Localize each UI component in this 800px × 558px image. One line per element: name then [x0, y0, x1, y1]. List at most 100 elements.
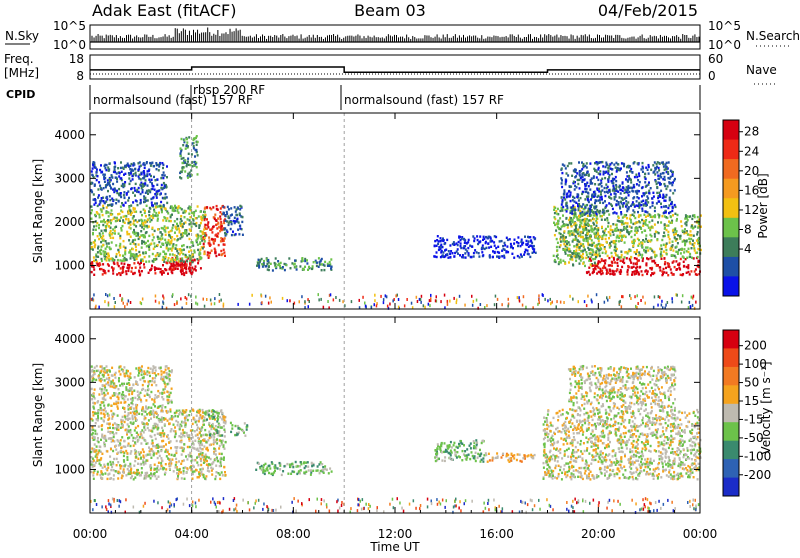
- speckle-cell: [538, 298, 540, 301]
- data-cell: [169, 418, 171, 420]
- data-cell: [109, 162, 111, 164]
- cpid-seg-1: rbsp 200 RF: [193, 83, 265, 97]
- data-cell: [170, 230, 172, 232]
- data-cell: [121, 262, 123, 264]
- data-cell: [585, 224, 587, 226]
- data-cell: [111, 209, 113, 211]
- data-cell: [616, 224, 618, 226]
- speckle-cell: [424, 306, 426, 309]
- data-cell: [581, 256, 583, 258]
- data-cell: [143, 172, 145, 174]
- data-cell: [130, 469, 132, 471]
- data-cell: [636, 262, 638, 264]
- data-cell: [585, 183, 587, 185]
- data-cell: [99, 169, 101, 171]
- data-cell: [154, 434, 156, 436]
- data-cell: [102, 244, 104, 246]
- data-cell: [128, 197, 130, 199]
- data-cell: [126, 259, 128, 261]
- data-cell: [519, 256, 521, 258]
- data-cell: [195, 225, 197, 227]
- data-cell: [153, 196, 155, 198]
- data-cell: [181, 477, 183, 479]
- data-cell: [198, 227, 200, 229]
- data-cell: [563, 193, 565, 195]
- data-cell: [627, 201, 629, 203]
- data-cell: [658, 214, 660, 216]
- data-cell: [266, 265, 268, 267]
- data-cell: [463, 238, 465, 240]
- speckle-cell: [195, 296, 197, 299]
- data-cell: [613, 163, 615, 165]
- data-cell: [154, 245, 156, 247]
- data-cell: [598, 190, 600, 192]
- data-cell: [656, 171, 658, 173]
- speckle-cell: [342, 300, 344, 303]
- speckle-cell: [429, 299, 431, 302]
- data-cell: [181, 453, 183, 455]
- data-cell: [599, 199, 601, 201]
- data-cell: [628, 250, 630, 252]
- speckle-cell: [667, 301, 669, 304]
- data-cell: [587, 215, 589, 217]
- data-cell: [594, 227, 596, 229]
- data-cell: [566, 243, 568, 245]
- data-cell: [561, 186, 563, 188]
- data-cell: [663, 244, 665, 246]
- data-cell: [479, 235, 481, 237]
- data-cell: [158, 419, 160, 421]
- data-cell: [108, 255, 110, 257]
- speckle-cell: [124, 305, 126, 308]
- data-cell: [164, 268, 166, 270]
- data-cell: [219, 230, 221, 232]
- data-cell: [186, 472, 188, 474]
- data-cell: [112, 228, 114, 230]
- data-cell: [554, 234, 556, 236]
- data-cell: [102, 273, 104, 275]
- data-cell: [96, 171, 98, 173]
- data-cell: [171, 214, 173, 216]
- data-cell: [668, 236, 670, 238]
- data-cell: [591, 244, 593, 246]
- data-cell: [621, 239, 623, 241]
- data-cell: [186, 246, 188, 248]
- data-cell: [142, 459, 144, 461]
- data-cell: [638, 203, 640, 205]
- data-cell: [90, 471, 92, 473]
- data-cell: [482, 244, 484, 246]
- data-cell: [235, 220, 237, 222]
- data-cell: [518, 242, 520, 244]
- data-cell: [569, 185, 571, 187]
- data-cell: [488, 246, 490, 248]
- data-cell: [279, 267, 281, 269]
- data-cell: [440, 246, 442, 248]
- data-cell: [578, 249, 580, 251]
- data-cell: [137, 204, 139, 206]
- data-cell: [119, 237, 121, 239]
- data-cell: [627, 222, 629, 224]
- data-cell: [615, 240, 617, 242]
- data-cell: [257, 262, 259, 264]
- data-cell: [637, 221, 639, 223]
- data-cell: [219, 215, 221, 217]
- data-cell: [507, 239, 509, 241]
- data-cell: [150, 243, 152, 245]
- data-cell: [604, 200, 606, 202]
- speckle-cell: [681, 301, 683, 304]
- colorbar-segment: [723, 179, 739, 199]
- data-cell: [122, 167, 124, 169]
- data-cell: [672, 192, 674, 194]
- data-cell: [654, 235, 656, 237]
- speckle-cell: [621, 305, 623, 308]
- data-cell: [97, 256, 99, 258]
- speckle-cell: [261, 301, 263, 304]
- data-cell: [611, 173, 613, 175]
- data-cell: [623, 258, 625, 260]
- data-cell: [582, 172, 584, 174]
- data-cell: [616, 236, 618, 238]
- data-cell: [534, 238, 536, 240]
- data-cell: [136, 258, 138, 260]
- data-cell: [176, 262, 178, 264]
- data-cell: [462, 256, 464, 258]
- data-cell: [556, 238, 558, 240]
